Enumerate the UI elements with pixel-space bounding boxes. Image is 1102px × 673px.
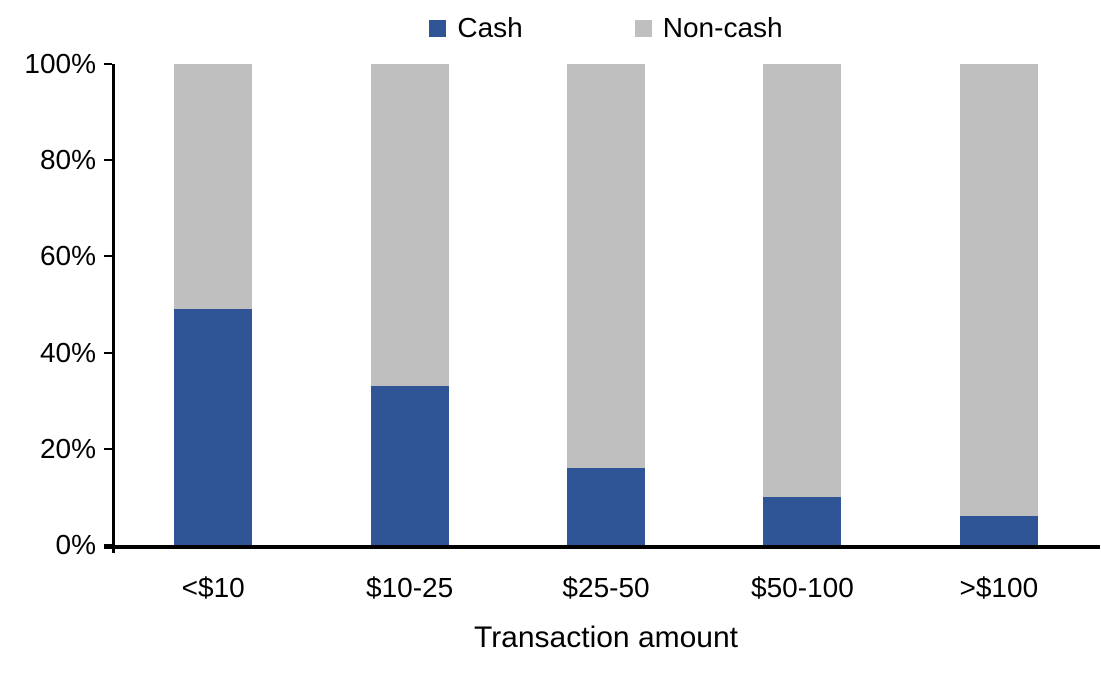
legend-item-cash: Cash: [429, 12, 523, 44]
x-tick-label-100: >$100: [959, 572, 1039, 603]
y-axis-ticks: [104, 63, 112, 546]
legend-label-cash: Cash: [457, 12, 523, 43]
bar-slot-10: [115, 64, 311, 545]
segment-cash: [174, 309, 253, 545]
bar-slot-10-25: [311, 64, 507, 545]
segment-cash: [370, 386, 449, 545]
bar-slot-25-50: [508, 64, 704, 545]
bar-slot-100: [901, 64, 1097, 545]
bar-10-25: [370, 64, 449, 545]
y-tick-label: 80%: [39, 144, 96, 176]
segment-cash: [763, 496, 842, 545]
y-tick-mark: [104, 63, 112, 65]
x-tick-label-25-50: $25-50: [562, 572, 650, 603]
segment-non-cash: [567, 64, 646, 469]
y-tick-mark: [104, 255, 112, 258]
x-axis-labels: <$10 $10-25 $25-50 $50-100 >$100: [115, 572, 1097, 604]
chart-legend: Cash Non-cash: [115, 12, 1097, 44]
y-tick-mark: [104, 351, 112, 354]
segment-cash: [959, 516, 1038, 545]
x-axis-line: [104, 545, 1100, 549]
x-tick-label-10: <$10: [181, 572, 245, 603]
y-tick-label: 60%: [39, 240, 96, 272]
bar-slot-50-100: [704, 64, 900, 545]
legend-item-non-cash: Non-cash: [634, 12, 783, 44]
x-tick-label-10-25: $10-25: [366, 572, 454, 603]
y-tick-mark: [104, 447, 112, 450]
bar-10: [174, 64, 253, 545]
y-tick-label: 40%: [39, 336, 96, 368]
x-tick-label-50-100: $50-100: [751, 572, 854, 603]
y-tick-label: 100%: [24, 48, 96, 79]
legend-label-non-cash: Non-cash: [662, 12, 783, 43]
segment-non-cash: [959, 64, 1038, 517]
legend-swatch-non-cash-icon: [634, 19, 652, 37]
y-axis-line: [112, 64, 115, 553]
legend-swatch-cash-icon: [429, 19, 447, 37]
bar-50-100: [763, 64, 842, 545]
bar-100: [959, 64, 1038, 545]
segment-non-cash: [763, 64, 842, 497]
y-axis-labels: 0% 20% 40% 60% 80% 100%: [0, 48, 96, 560]
y-tick-mark: [104, 159, 112, 162]
segment-cash: [567, 468, 646, 545]
x-axis-title: Transaction amount: [473, 621, 739, 654]
bar-25-50: [567, 64, 646, 545]
y-tick-label: 20%: [39, 432, 96, 464]
bars: [115, 64, 1097, 545]
y-tick-label: 0%: [55, 529, 96, 560]
segment-non-cash: [370, 64, 449, 387]
segment-non-cash: [174, 64, 253, 310]
